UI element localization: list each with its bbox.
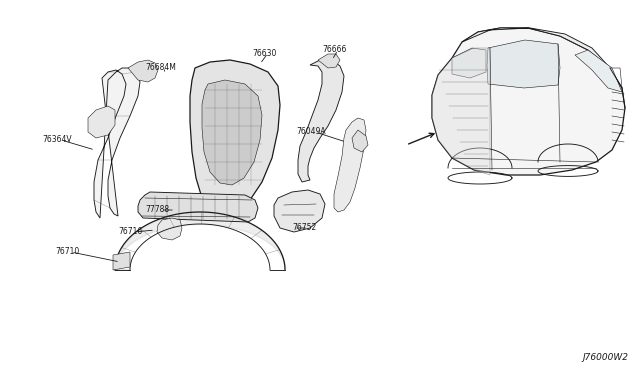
Polygon shape xyxy=(318,54,340,68)
Polygon shape xyxy=(352,130,368,152)
Polygon shape xyxy=(298,60,344,182)
Polygon shape xyxy=(452,48,486,78)
Text: 76364V: 76364V xyxy=(42,135,72,144)
Polygon shape xyxy=(432,48,490,175)
Polygon shape xyxy=(334,118,366,212)
Polygon shape xyxy=(94,68,140,218)
Polygon shape xyxy=(128,60,158,82)
Polygon shape xyxy=(190,60,280,214)
Text: 76666: 76666 xyxy=(322,45,346,55)
Polygon shape xyxy=(274,190,325,232)
Text: 76049A: 76049A xyxy=(296,128,326,137)
Polygon shape xyxy=(462,28,610,68)
Polygon shape xyxy=(88,106,115,138)
Text: 77788: 77788 xyxy=(145,205,169,215)
Polygon shape xyxy=(487,40,560,88)
Polygon shape xyxy=(432,28,625,175)
Text: 76752: 76752 xyxy=(292,224,316,232)
Polygon shape xyxy=(575,50,622,92)
Polygon shape xyxy=(138,192,258,222)
Polygon shape xyxy=(113,252,130,270)
Text: 76630: 76630 xyxy=(252,48,276,58)
Polygon shape xyxy=(202,80,262,185)
Text: J76000W2: J76000W2 xyxy=(582,353,628,362)
Text: 76716: 76716 xyxy=(118,228,142,237)
Polygon shape xyxy=(157,218,182,240)
Text: 76710: 76710 xyxy=(55,247,79,257)
Text: 76684M: 76684M xyxy=(145,62,176,71)
